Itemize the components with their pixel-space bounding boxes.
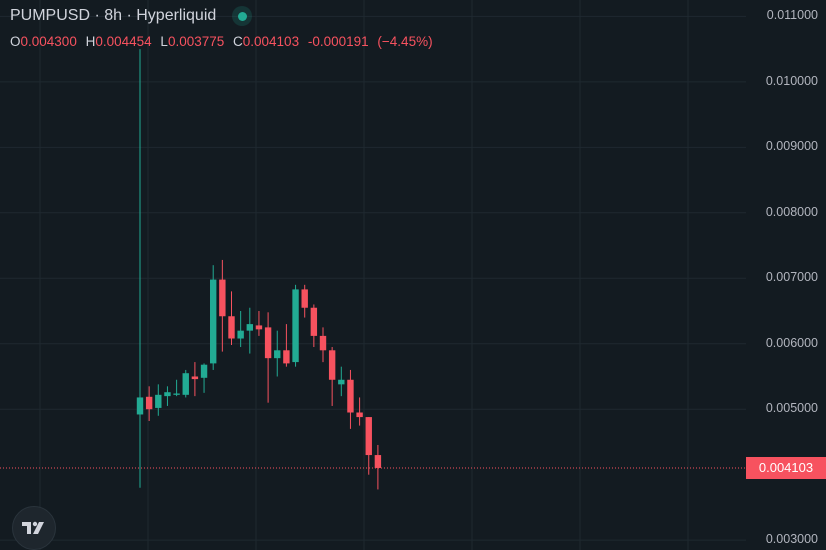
high-label: H [85,34,96,49]
candle-body [292,289,299,363]
candle-body [255,325,263,330]
candle[interactable] [173,379,180,397]
candle-body [228,316,235,339]
candle-body [356,412,363,418]
symbol-title[interactable]: PUMPUSD · 8h · Hyperliquid [10,7,217,24]
candle[interactable] [200,363,208,393]
high-value: 0.004454 [95,34,152,49]
candle[interactable] [347,369,354,429]
candle[interactable] [292,284,299,367]
price-axis-tick-label: 0.008000 [765,204,818,219]
candle[interactable] [264,312,272,403]
candle[interactable] [365,417,372,475]
low-label: L [160,34,168,49]
open-value: 0.004300 [20,34,77,49]
candle-body [328,350,336,380]
candle-body [374,455,382,468]
candle-body [264,327,272,359]
candle[interactable] [210,265,217,370]
candle-body [164,392,171,397]
price-axis-tick-label: 0.011000 [766,8,818,23]
close-value: 0.004103 [242,34,300,49]
last-price-tag: 0.004103 [746,456,826,479]
price-axis-tick-label: 0.007000 [765,270,818,285]
candle[interactable] [274,330,281,377]
candle[interactable] [145,386,153,422]
candle[interactable] [155,384,162,416]
candle-body [274,350,281,359]
candle[interactable] [136,49,144,488]
price-axis-tick-label: 0.010000 [765,73,818,88]
close-label: C [233,34,243,49]
candle[interactable] [310,304,318,348]
change-percent: (−4.45%) [377,34,433,49]
candle[interactable] [338,366,345,397]
candle[interactable] [246,307,253,354]
price-axis-tick-label: 0.009000 [765,139,818,154]
candle[interactable] [319,327,327,363]
candle-body [365,417,372,456]
ohlc-legend: O0.004300 H0.004454 L0.003775 C0.004103 … [10,34,433,49]
candle-body [347,379,354,413]
candle[interactable] [283,324,290,367]
candle[interactable] [356,397,363,426]
price-axis-tick-label: 0.006000 [765,335,818,350]
candle-body [155,394,162,408]
chart-grid [0,0,746,550]
candle-body [200,364,208,378]
tradingview-logo-icon[interactable] [12,506,56,550]
candle-body [246,324,253,331]
candle[interactable] [255,311,263,336]
candle-body [210,279,217,364]
price-axis-tick-label: 0.005000 [765,401,818,416]
change-value: -0.000191 [307,34,369,49]
candles [136,49,382,490]
candle-body [319,335,327,351]
price-axis-tick-label: 0.003000 [765,532,818,547]
candle[interactable] [191,362,199,397]
candle-body [310,307,318,336]
candle[interactable] [374,444,382,490]
market-status-icon [232,6,253,26]
candle[interactable] [228,291,235,346]
chart-header: PUMPUSD · 8h · Hyperliquid [10,6,253,26]
candle[interactable] [328,347,336,406]
candle-body [283,350,290,364]
candle[interactable] [219,259,226,352]
candle[interactable] [301,284,308,318]
candle[interactable] [182,369,189,398]
candle-body [301,289,308,308]
candle-body [136,397,144,415]
candle-body [191,376,199,380]
candle[interactable] [164,386,171,406]
open-label: O [10,34,21,49]
candle-body [338,379,345,385]
low-value: 0.003775 [167,34,225,49]
candle-body [182,373,189,395]
candle-body [145,396,153,410]
candle-body [219,279,226,317]
candle-body [173,393,180,395]
candle-body [237,330,244,339]
candle[interactable] [237,311,244,348]
